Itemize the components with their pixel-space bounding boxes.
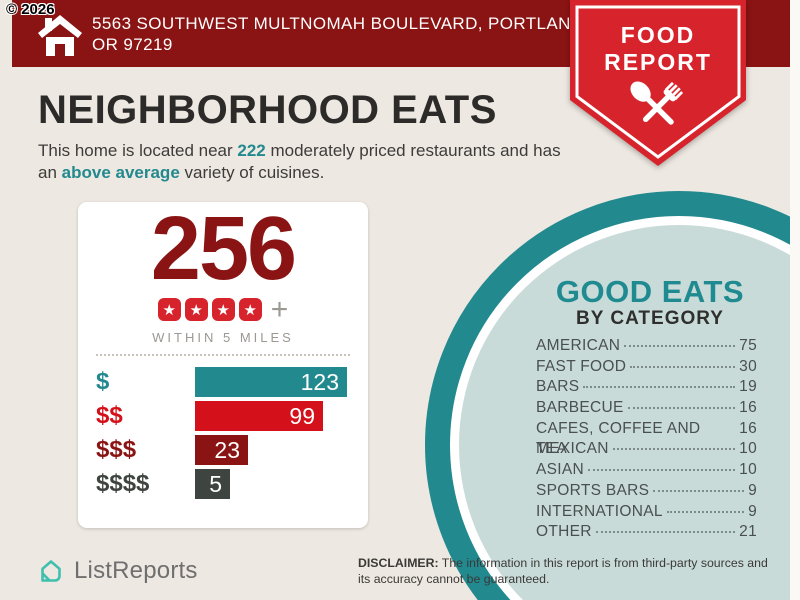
intro-text: This home is located near 222 moderately… [38, 140, 573, 184]
category-row: BARBECUE 16 [536, 398, 757, 419]
category-label: SPORTS BARS [536, 481, 650, 499]
category-value: 21 [739, 523, 757, 541]
category-label: BARS [536, 378, 580, 396]
category-label: BARBECUE [536, 399, 624, 417]
good-eats-title: GOOD EATS [555, 274, 745, 309]
category-row: SPORTS BARS 9 [536, 481, 757, 502]
category-row: CAFES, COFFEE AND TEA 16 [536, 419, 757, 458]
badge-title-line2: REPORT [604, 49, 712, 75]
home-icon [36, 11, 84, 59]
intro-post: variety of cuisines. [179, 163, 325, 182]
price-tier-chart: $123 $$ 99 $$$ 23 $$$$ 5 [96, 367, 356, 503]
property-address: 5563 SOUTHWEST MULTNOMAH BOULEVARD, PORT… [92, 13, 589, 55]
category-value: 75 [739, 337, 757, 354]
leader-dots [630, 365, 736, 368]
restaurant-total: 256 [150, 199, 297, 299]
disclaimer-label: DISCLAIMER: [358, 556, 439, 570]
price-tier-label: $$$$ [96, 470, 150, 497]
badge-title-line1: FOOD [620, 22, 696, 48]
leader-dots [595, 531, 736, 534]
leader-dots [666, 510, 745, 513]
leader-dots [627, 407, 736, 410]
star-icon: ★ [211, 298, 235, 321]
category-label: MEXICAN [536, 440, 609, 458]
price-tier-value: 123 [300, 368, 339, 395]
badge-title: FOOD REPORT [570, 22, 746, 76]
category-value: 16 [739, 399, 757, 417]
spoon-fork-icon [630, 81, 684, 125]
page-title: NEIGHBORHOOD EATS [38, 88, 497, 132]
price-tier-row: $$$ 23 [96, 435, 356, 465]
category-row: AMERICAN 75 [536, 336, 757, 357]
price-tier-bar: 123 [195, 367, 347, 397]
listreports-house-icon [41, 560, 61, 582]
category-label: AMERICAN [536, 337, 621, 354]
price-tier-value: 99 [289, 402, 315, 429]
food-report-badge: FOOD REPORT [570, 0, 746, 168]
category-label: OTHER [536, 523, 592, 541]
price-tier-bar: 5 [195, 469, 230, 499]
leader-dots [588, 469, 736, 472]
price-tier-row: $$ 99 [96, 401, 356, 431]
radius-label: WITHIN 5 MILES [152, 330, 294, 345]
category-label: FAST FOOD [536, 357, 627, 375]
category-label: CAFES, COFFEE AND TEA [536, 419, 701, 458]
copyright-watermark: © 2026 [6, 1, 55, 18]
category-value: 16 [739, 419, 757, 437]
category-value: 30 [739, 357, 757, 375]
price-tier-label: $$$ [96, 436, 137, 463]
price-tier-row: $123 [96, 367, 356, 397]
leader-dots [612, 448, 736, 451]
price-tier-bar: 23 [195, 435, 248, 465]
price-tier-row: $$$$ 5 [96, 469, 356, 499]
leader-dots [583, 386, 736, 389]
category-value: 19 [739, 378, 757, 396]
address-line-1: 5563 SOUTHWEST MULTNOMAH BOULEVARD, PORT… [92, 14, 589, 33]
category-list: AMERICAN 75 FAST FOOD 30 BARS 19 BARBECUE 16 CAF… [536, 336, 757, 543]
stats-card: 256 ★ ★ ★ ★ + WITHIN 5 MILES $123 $$ 99 $$$ 23 $$… [78, 202, 368, 528]
category-label: INTERNATIONAL [536, 502, 663, 520]
good-eats-header: GOOD EATS BY CATEGORY [520, 274, 780, 330]
leader-dots [624, 345, 736, 347]
category-value: 9 [748, 502, 757, 520]
restaurant-count: 222 [237, 141, 266, 160]
brand-name: ListReports [74, 557, 198, 584]
category-row: MEXICAN 10 [536, 439, 757, 460]
listreports-logo: ListReports [36, 556, 198, 586]
price-tier-bar: 99 [195, 401, 323, 431]
star-rating: ★ ★ ★ ★ + [78, 293, 368, 326]
category-value: 10 [739, 440, 757, 458]
price-tier-label: $$ [96, 402, 123, 429]
leader-dots [653, 489, 745, 492]
category-row: BARS 19 [536, 377, 757, 398]
plus-sign: + [270, 293, 289, 326]
category-row: INTERNATIONAL 9 [536, 502, 757, 523]
good-eats-subtitle: BY CATEGORY [576, 308, 724, 329]
category-value: 9 [748, 481, 757, 499]
address-line-2: OR 97219 [92, 35, 173, 54]
right-margin-strip [790, 0, 800, 600]
star-icon: ★ [184, 298, 208, 321]
price-tier-value: 23 [214, 436, 240, 463]
category-row: FAST FOOD 30 [536, 357, 757, 378]
price-tier-value: 5 [209, 470, 222, 497]
category-row: ASIAN 10 [536, 460, 757, 481]
category-row: OTHER 21 [536, 522, 757, 543]
category-value: 10 [739, 461, 757, 479]
star-icon: ★ [238, 298, 262, 321]
above-average-highlight: above average [61, 163, 180, 182]
disclaimer-text: The information in this report is from t… [358, 556, 768, 586]
star-icon: ★ [157, 298, 181, 321]
badge-ribbon-shape [570, 0, 746, 166]
price-tier-label: $ [96, 368, 110, 395]
disclaimer: DISCLAIMER: The information in this repo… [358, 556, 770, 587]
category-label: ASIAN [536, 461, 585, 479]
dotted-divider [96, 354, 350, 356]
intro-mid: moderately priced restaurants and has an [38, 141, 561, 182]
intro-pre: This home is located near [38, 141, 238, 160]
